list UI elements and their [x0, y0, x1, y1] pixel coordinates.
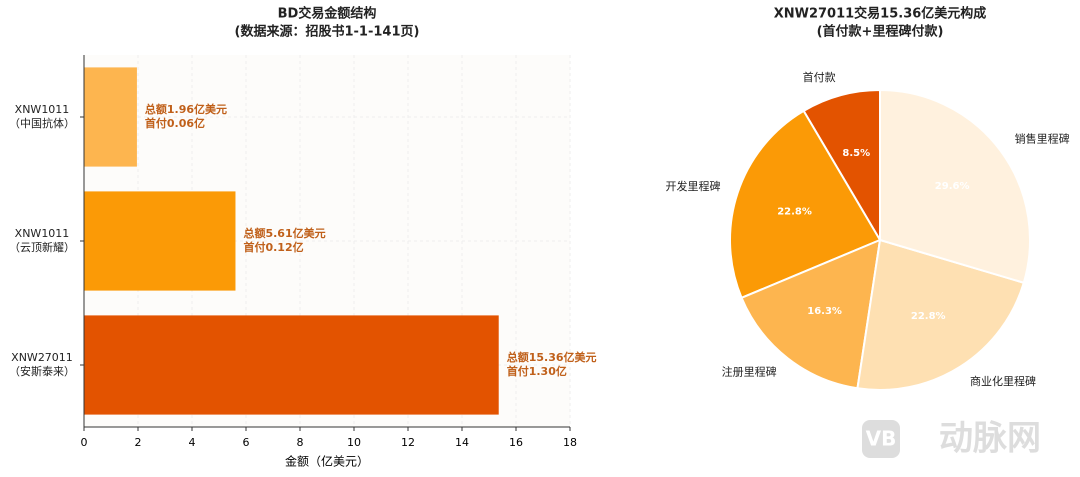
slice-label: 首付款	[803, 70, 836, 84]
value-label: 29.6%	[935, 181, 970, 192]
x-tick-label: 14	[455, 436, 469, 449]
x-tick-label: 0	[81, 436, 88, 449]
x-tick-label: 16	[509, 436, 523, 449]
chart-title: BD交易金额结构	[278, 6, 377, 22]
value-label: 总额1.96亿美元	[145, 102, 227, 116]
bar	[84, 191, 236, 291]
watermark-logo: VB	[866, 427, 897, 451]
pie-slice	[740, 238, 882, 390]
x-tick-label: 18	[563, 436, 577, 449]
bar	[84, 67, 137, 167]
upfront-label: 首付0.12亿	[243, 240, 303, 254]
upfront-label: 首付0.06亿	[145, 116, 205, 130]
pie-slice	[856, 238, 1026, 391]
slice-label: 商业化里程碑	[970, 374, 1036, 388]
x-axis-label: 金额（亿美元）	[285, 454, 369, 469]
y-tick-label: XNW27011 （安斯泰来）	[9, 351, 75, 378]
x-tick-label: 2	[135, 436, 142, 449]
value-label: 总额15.36亿美元	[507, 350, 597, 364]
x-tick-label: 8	[297, 436, 304, 449]
x-tick-label: 4	[189, 436, 196, 449]
y-tick-label: XNW1011 （中国抗体）	[9, 103, 75, 130]
chart-subtitle: (首付款+里程碑付款)	[817, 24, 944, 40]
value-label: 16.3%	[807, 306, 842, 317]
slice-label: 开发里程碑	[666, 179, 721, 193]
value-label: 8.5%	[842, 148, 870, 159]
bar	[84, 315, 499, 415]
watermark-text: 动脉网	[939, 419, 1041, 459]
value-label: 22.8%	[911, 311, 946, 322]
pie-slice	[729, 109, 882, 300]
x-tick-label: 6	[243, 436, 250, 449]
y-tick-label: XNW1011 （云顶新耀）	[9, 227, 75, 254]
x-tick-label: 10	[347, 436, 361, 449]
x-tick-label: 12	[401, 436, 415, 449]
slice-label: 注册里程碑	[722, 364, 777, 378]
value-label: 总额5.61亿美元	[243, 226, 325, 240]
chart-subtitle: (数据来源：招股书1-1-141页)	[235, 24, 420, 40]
value-label: 22.8%	[777, 207, 812, 218]
pie-slice	[879, 88, 1031, 284]
chart-title: XNW27011交易15.36亿美元构成	[774, 6, 987, 22]
upfront-label: 首付1.30亿	[507, 364, 567, 378]
slice-label: 销售里程碑	[1015, 132, 1070, 146]
watermark-logo-box	[862, 420, 900, 458]
